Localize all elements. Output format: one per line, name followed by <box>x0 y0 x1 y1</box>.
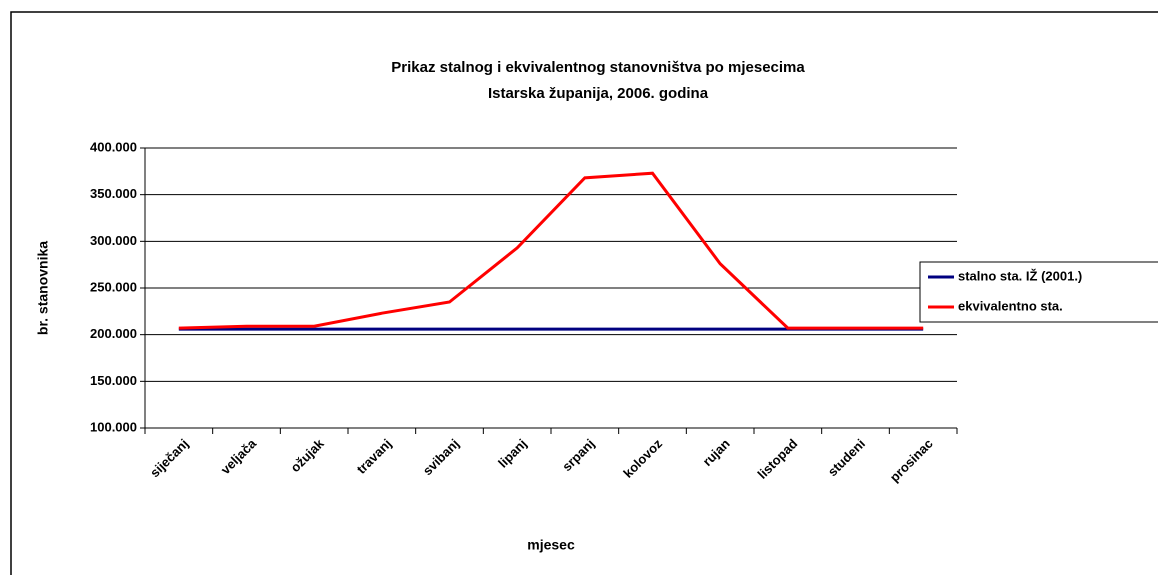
y-tick-label: 300.000 <box>90 233 137 248</box>
series-line <box>178 171 924 330</box>
x-axis-label: mjesec <box>527 537 575 553</box>
legend-label: stalno sta. IŽ (2001.) <box>958 268 1082 283</box>
chart-title: Prikaz stalnog i ekvivalentnog stanovniš… <box>391 59 805 76</box>
y-tick-label: 200.000 <box>90 326 137 341</box>
y-tick-label: 250.000 <box>90 279 137 294</box>
y-axis-label: br. stanovnika <box>35 241 51 335</box>
y-tick-label: 400.000 <box>90 139 137 154</box>
y-tick-label: 100.000 <box>90 419 137 434</box>
y-tick-label: 350.000 <box>90 186 137 201</box>
legend-box <box>919 261 1158 323</box>
legend-label: ekvivalentno sta. <box>958 298 1063 313</box>
y-tick-label: 150.000 <box>90 373 137 388</box>
chart-subtitle: Istarska županija, 2006. godina <box>488 85 709 102</box>
